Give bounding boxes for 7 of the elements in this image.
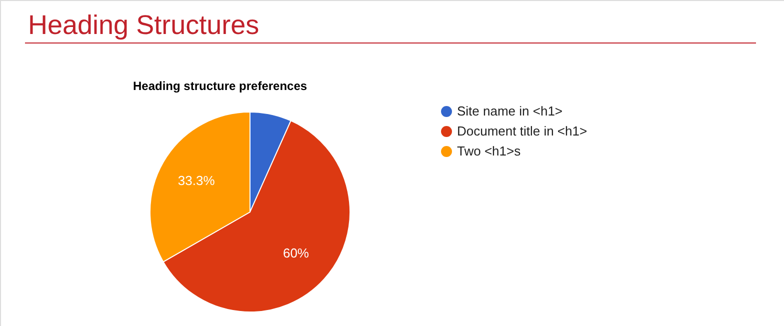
data-label: 33.3%	[178, 172, 216, 188]
legend-label: Document title in <h1>	[457, 124, 588, 138]
legend-label: Site name in <h1>	[457, 104, 563, 118]
data-label: 60%	[282, 246, 310, 261]
chart-subtitle: Heading structure preferences	[133, 79, 308, 93]
legend-label: Two <h1>s	[457, 144, 522, 158]
chart-title: Heading Structures	[28, 10, 260, 40]
